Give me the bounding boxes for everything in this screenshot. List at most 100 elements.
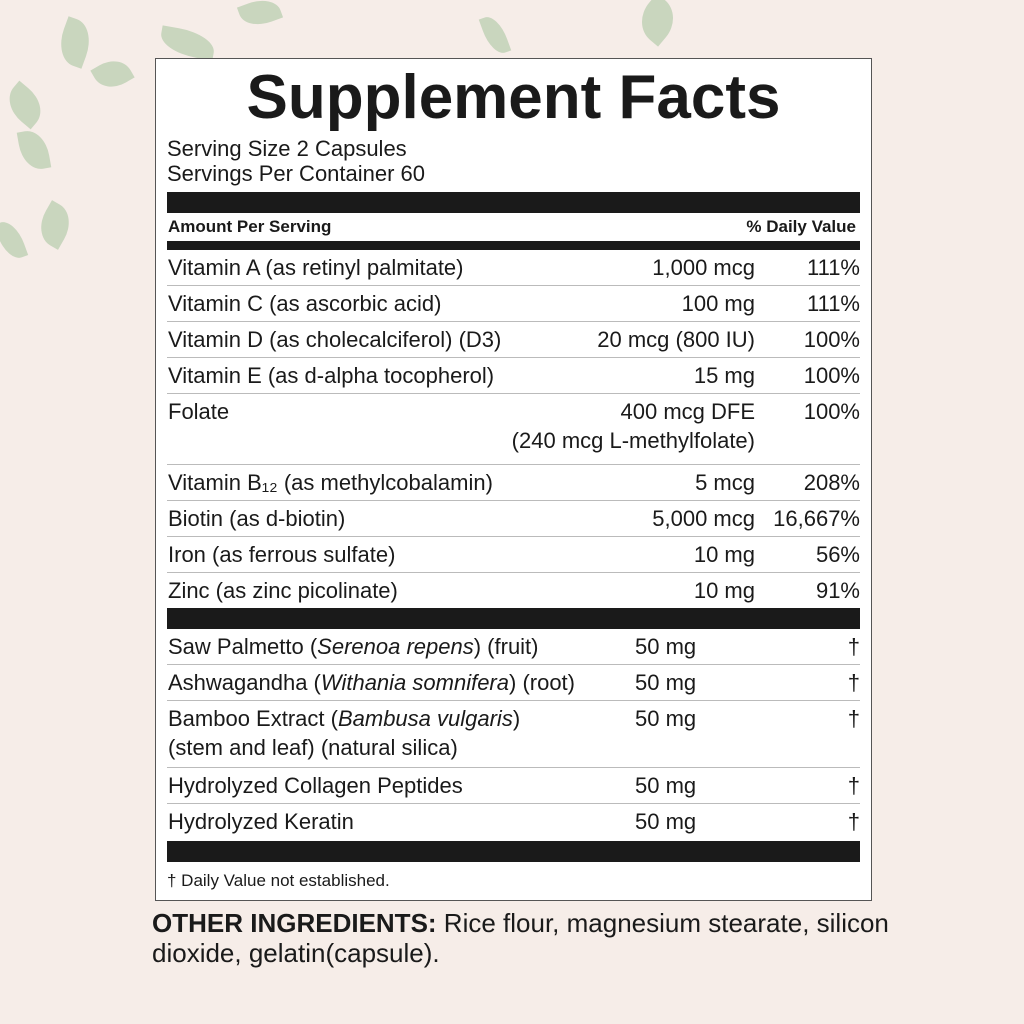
- latin-name: Bambusa vulgaris: [337, 706, 513, 731]
- nutrient-amount: 1,000 mcg: [515, 253, 755, 282]
- nutrient-amount: 20 mcg (800 IU): [515, 325, 755, 354]
- daily-value: †: [847, 809, 860, 834]
- ingredient-line: Hydrolyzed Keratin: [168, 807, 625, 836]
- ingredient-line: Ashwagandha (Withania somnifera) (root): [168, 668, 625, 697]
- divider-bar: [167, 192, 860, 213]
- table-row: Saw Palmetto (Serenoa repens) (fruit) 50 …: [167, 629, 860, 665]
- ingredient-amount: 50 mg: [635, 809, 697, 834]
- daily-value: 111%: [806, 291, 860, 316]
- name-text: ) (root): [509, 670, 575, 695]
- other-list: Saw Palmetto (Serenoa repens) (fruit) 50 …: [167, 629, 860, 839]
- ingredient-amount: 50 mg: [635, 634, 697, 659]
- daily-value: 111%: [806, 255, 860, 280]
- daily-value: †: [847, 634, 860, 659]
- serving-size: Serving Size 2 Capsules: [167, 136, 407, 161]
- name-text: Hydrolyzed Keratin: [168, 809, 354, 834]
- panel-title: Supplement Facts: [246, 63, 781, 132]
- table-row: Vitamin C (as ascorbic acid) 100 mg 111%: [167, 286, 860, 322]
- ingredient-line2: (stem and leaf) (natural silica): [168, 735, 458, 760]
- daily-value: 100%: [803, 399, 860, 424]
- divider-bar: [167, 608, 860, 629]
- nutrient-amount: 400 mcg DFE (240 mcg L-methylfolate): [435, 397, 755, 455]
- name-text: ): [512, 706, 521, 731]
- daily-value: 100%: [803, 363, 860, 388]
- amount-value: 400 mcg DFE: [620, 399, 756, 424]
- amount-value: 20 mcg (800 IU): [597, 327, 755, 352]
- nutrient-name: Iron (as ferrous sulfate): [168, 542, 396, 567]
- amount-header: Amount Per Serving: [168, 217, 332, 236]
- table-row: Vitamin B₁₂ (as methylcobalamin) 5 mcg 208…: [167, 465, 860, 501]
- amount-value: 100 mg: [681, 291, 755, 316]
- nutrient-amount: 15 mg: [515, 361, 755, 390]
- latin-name: Withania somnifera: [320, 670, 509, 695]
- divider-bar: [167, 241, 860, 250]
- other-ingredients-label: OTHER INGREDIENTS:: [152, 908, 437, 938]
- amount-detail: (240 mcg L-methylfolate): [511, 428, 755, 453]
- other-ingredients: OTHER INGREDIENTS: Rice flour, magnesium…: [152, 908, 912, 968]
- ingredient-line: Saw Palmetto (Serenoa repens) (fruit): [168, 632, 625, 661]
- ingredient-amount: 50 mg: [635, 670, 697, 695]
- amount-value: 5,000 mcg: [652, 506, 755, 531]
- amount-value: 15 mg: [693, 363, 755, 388]
- amount-value: 5 mcg: [695, 470, 755, 495]
- nutrient-name: Zinc (as zinc picolinate): [168, 578, 398, 603]
- table-row: Folate 400 mcg DFE (240 mcg L-methylfolate…: [167, 394, 860, 465]
- table-row: Vitamin A (as retinyl palmitate) 1,000 mc…: [167, 250, 860, 286]
- table-row: Hydrolyzed Collagen Peptides 50 mg †: [167, 768, 860, 804]
- nutrient-name: Vitamin E (as d-alpha tocopherol): [168, 363, 495, 388]
- nutrient-name: Vitamin C (as ascorbic acid): [168, 291, 442, 316]
- nutrient-name: Folate: [168, 399, 230, 424]
- daily-value: †: [847, 706, 860, 731]
- ingredient-name: Hydrolyzed Keratin: [168, 807, 625, 836]
- table-row: Vitamin D (as cholecalciferol) (D3) 20 mc…: [167, 322, 860, 358]
- ingredient-name: Bamboo Extract (Bambusa vulgaris) (stem a…: [168, 704, 625, 762]
- nutrient-name: Biotin (as d-biotin): [168, 506, 346, 531]
- ingredient-amount: 50 mg: [635, 773, 697, 798]
- nutrient-amount: 5,000 mcg: [515, 504, 755, 533]
- nutrient-amount: 10 mg: [515, 576, 755, 605]
- dv-header: % Daily Value: [746, 217, 856, 236]
- daily-value: 91%: [815, 578, 860, 603]
- ingredient-line: Hydrolyzed Collagen Peptides: [168, 771, 625, 800]
- name-text: Saw Palmetto (: [168, 634, 318, 659]
- ingredient-name: Hydrolyzed Collagen Peptides: [168, 771, 625, 800]
- name-text: ) (fruit): [473, 634, 539, 659]
- footnote: † Daily Value not established.: [167, 871, 390, 890]
- table-row: Iron (as ferrous sulfate) 10 mg 56%: [167, 537, 860, 573]
- ingredient-amount: 50 mg: [635, 706, 697, 731]
- name-text: Ashwagandha (: [168, 670, 321, 695]
- table-row: Vitamin E (as d-alpha tocopherol) 15 mg 10…: [167, 358, 860, 394]
- table-row: Biotin (as d-biotin) 5,000 mcg 16,667%: [167, 501, 860, 537]
- nutrient-amount: 10 mg: [515, 540, 755, 569]
- column-header: Amount Per Serving % Daily Value: [167, 213, 860, 241]
- nutrient-amount: 100 mg: [515, 289, 755, 318]
- ingredient-name: Saw Palmetto (Serenoa repens) (fruit): [168, 632, 625, 661]
- divider-bar: [167, 841, 860, 862]
- nutrient-name: Vitamin B₁₂ (as methylcobalamin): [168, 470, 493, 495]
- table-row: Zinc (as zinc picolinate) 10 mg 91%: [167, 573, 860, 608]
- table-row: Ashwagandha (Withania somnifera) (root) 5…: [167, 665, 860, 701]
- nutrient-list: Vitamin A (as retinyl palmitate) 1,000 mc…: [167, 250, 860, 608]
- servings-per-container: Servings Per Container 60: [167, 161, 426, 186]
- daily-value: 208%: [803, 470, 860, 495]
- amount-value: 10 mg: [693, 542, 755, 567]
- latin-name: Serenoa repens: [317, 634, 474, 659]
- supplement-facts-panel: Supplement Facts Serving Size 2 Capsules…: [155, 58, 872, 901]
- daily-value: †: [847, 773, 860, 798]
- other-ingredients-text: Rice flour, magnesium stearate, silicon …: [152, 908, 889, 968]
- daily-value: †: [847, 670, 860, 695]
- ingredient-line: Bamboo Extract (Bambusa vulgaris): [168, 704, 625, 733]
- name-text: Bamboo Extract (: [168, 706, 338, 731]
- table-row: Hydrolyzed Keratin 50 mg †: [167, 804, 860, 839]
- daily-value: 100%: [803, 327, 860, 352]
- daily-value: 56%: [815, 542, 860, 567]
- nutrient-name: Vitamin A (as retinyl palmitate): [168, 255, 464, 280]
- table-row: Bamboo Extract (Bambusa vulgaris) (stem a…: [167, 701, 860, 768]
- name-text: Hydrolyzed Collagen Peptides: [168, 773, 463, 798]
- daily-value: 16,667%: [773, 506, 860, 531]
- nutrient-amount: 5 mcg: [515, 468, 755, 497]
- amount-value: 10 mg: [693, 578, 755, 603]
- amount-value: 1,000 mcg: [652, 255, 755, 280]
- ingredient-name: Ashwagandha (Withania somnifera) (root): [168, 668, 625, 697]
- nutrient-name: Vitamin D (as cholecalciferol) (D3): [168, 327, 502, 352]
